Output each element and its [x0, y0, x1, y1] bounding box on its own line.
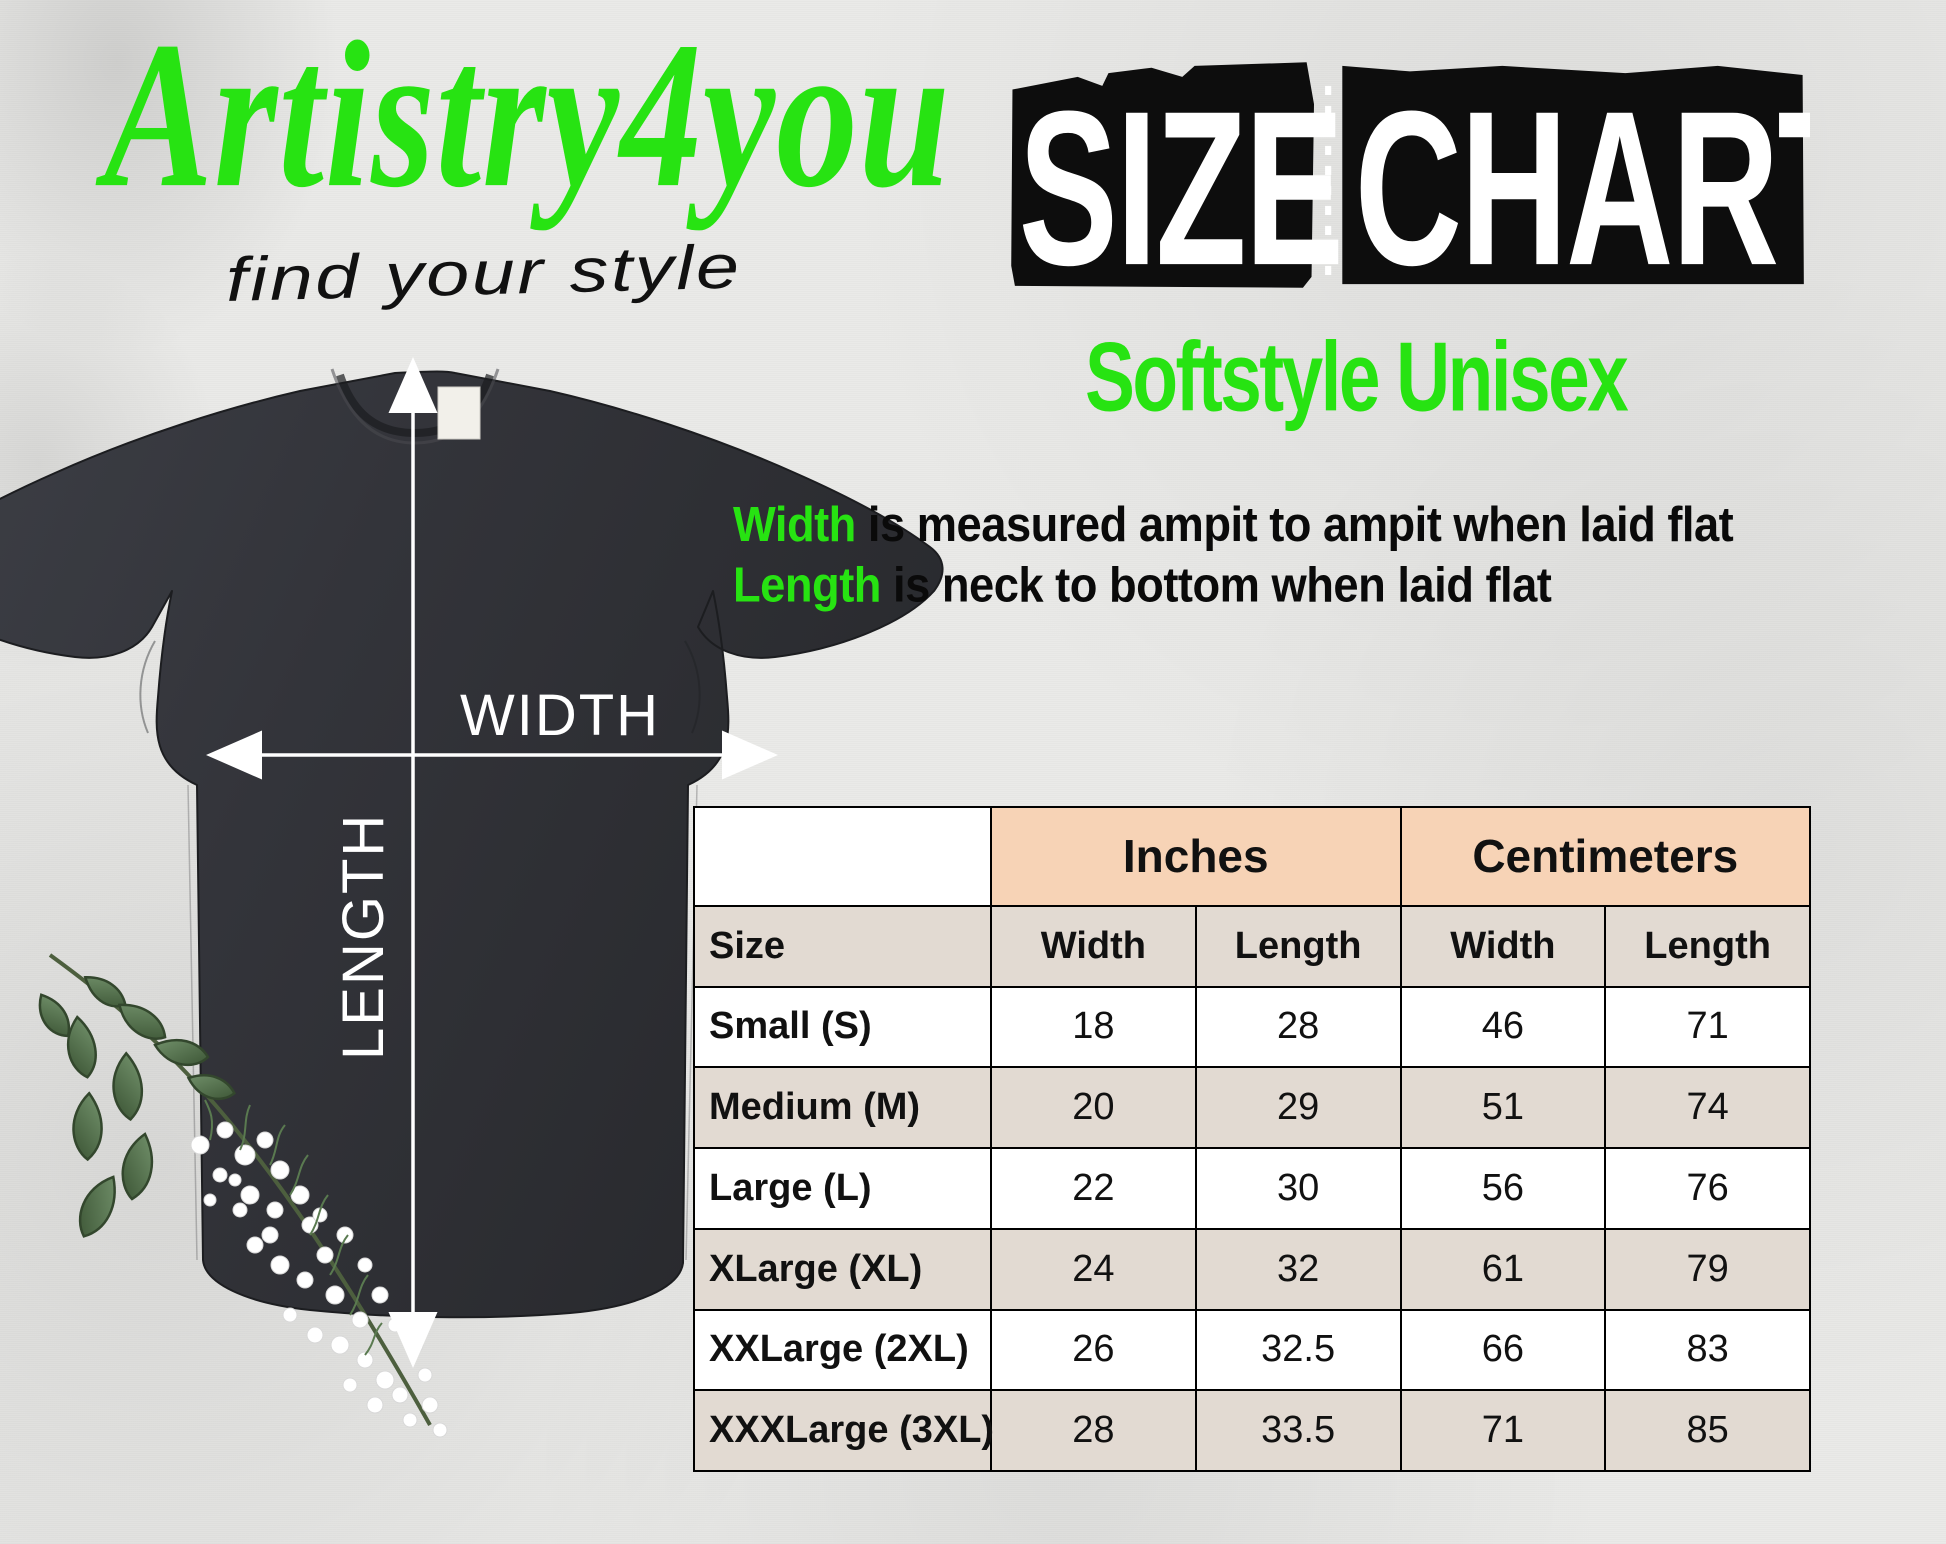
- svg-text:LENGTH: LENGTH: [331, 813, 396, 1060]
- svg-text:WIDTH: WIDTH: [460, 683, 660, 748]
